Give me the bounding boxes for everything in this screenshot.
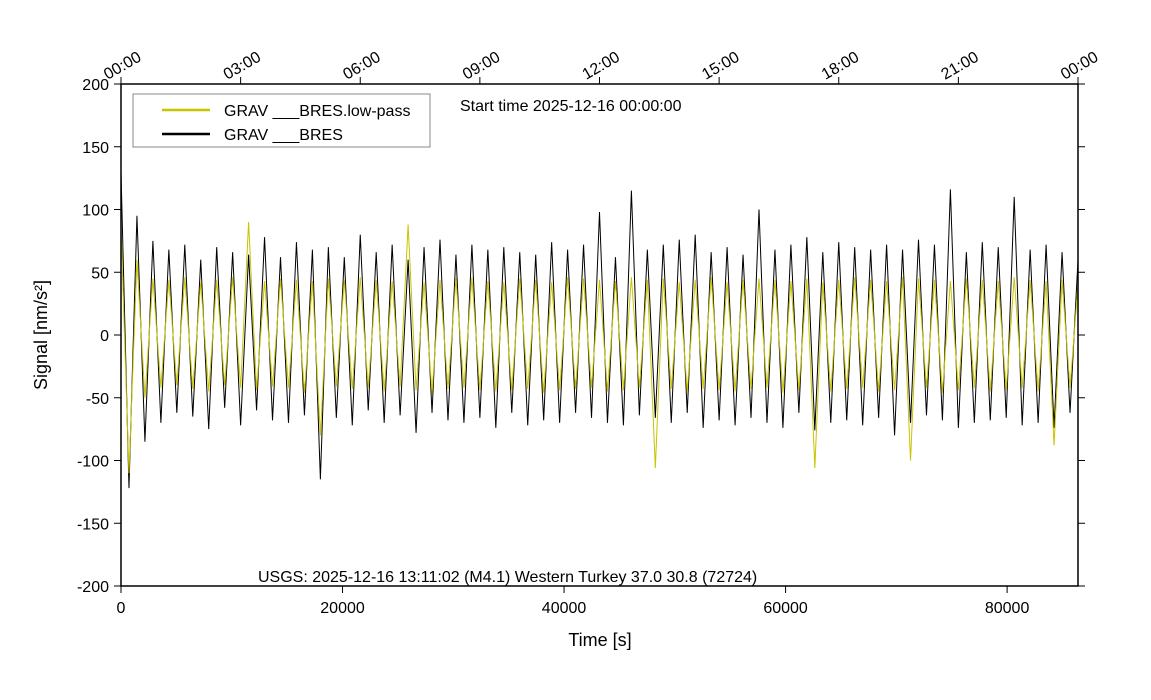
x-axis-label: Time [s] bbox=[568, 630, 631, 650]
plot-lines bbox=[121, 171, 1078, 489]
x2-tick-label: 18:00 bbox=[819, 49, 862, 84]
y-axis-label: Signal [nm/s²] bbox=[31, 280, 51, 390]
annotation: USGS: 2025-12-16 13:11:02 (M4.1) Western… bbox=[258, 569, 757, 586]
x2-tick-label: 21:00 bbox=[939, 49, 982, 84]
x2-tick-label: 03:00 bbox=[221, 49, 264, 84]
y-tick-label: -50 bbox=[86, 391, 109, 408]
plot-frame bbox=[120, 83, 1079, 587]
y-tick-label: 0 bbox=[100, 328, 109, 345]
legend-label: GRAV ___BRES bbox=[224, 127, 343, 144]
y-tick-label: -150 bbox=[77, 516, 109, 533]
legend-box bbox=[132, 93, 431, 148]
x-tick-label: 20000 bbox=[320, 600, 365, 617]
x-tick-label: 40000 bbox=[542, 600, 587, 617]
x2-tick-label: 12:00 bbox=[580, 49, 623, 84]
x2-tick-label: 00:00 bbox=[101, 49, 144, 84]
y-tick-label: 200 bbox=[82, 77, 109, 94]
x2-tick-label: 15:00 bbox=[699, 49, 742, 84]
x2-tick-label: 09:00 bbox=[460, 49, 503, 84]
annotation: Start time 2025-12-16 00:00:00 bbox=[460, 98, 682, 115]
x2-tick-label: 06:00 bbox=[340, 49, 383, 84]
y-tick-label: 50 bbox=[91, 265, 109, 282]
y-tick-label: 150 bbox=[82, 140, 109, 157]
y-tick-label: -200 bbox=[77, 579, 109, 596]
x-tick-label: 80000 bbox=[985, 600, 1030, 617]
y-tick-label: 100 bbox=[82, 203, 109, 220]
x2-tick-label: 00:00 bbox=[1058, 49, 1101, 84]
x-tick-label: 60000 bbox=[763, 600, 808, 617]
series-line bbox=[121, 171, 1078, 489]
series-line bbox=[121, 222, 1078, 474]
y-tick-label: -100 bbox=[77, 454, 109, 471]
legend-label: GRAV ___BRES.low-pass bbox=[224, 103, 410, 120]
x-tick-label: 0 bbox=[117, 600, 126, 617]
